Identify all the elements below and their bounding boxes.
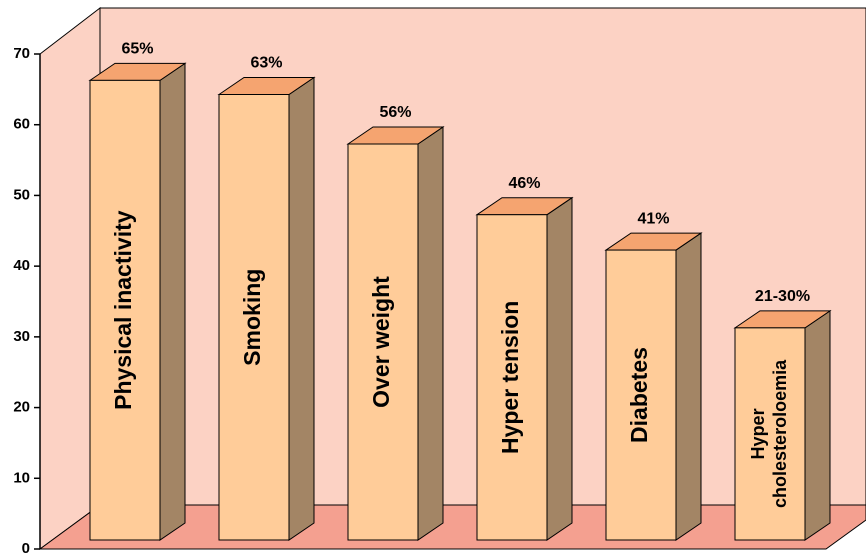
bar: [347, 143, 419, 541]
bar: [476, 214, 548, 541]
y-tick-label: 0: [22, 540, 30, 556]
value-label: 56%: [379, 104, 411, 121]
category-label: Hypercholesteroloemia: [748, 359, 790, 508]
value-label: 65%: [121, 41, 153, 58]
y-tick-label: 40: [13, 257, 30, 274]
value-label: 46%: [508, 175, 540, 192]
category-label: Hyper tension: [497, 301, 523, 454]
y-tick-label: 30: [13, 328, 30, 345]
value-label: 21-30%: [755, 288, 810, 305]
category-label: Physical inactivity: [110, 210, 136, 410]
y-tick-label: 60: [13, 116, 30, 133]
bar-side: [546, 196, 573, 541]
bar-side: [288, 76, 315, 541]
bar: [218, 94, 290, 541]
category-label: Smoking: [239, 269, 265, 366]
bar: [734, 327, 806, 541]
bar: [89, 79, 161, 541]
value-label: 63%: [250, 55, 282, 72]
bar-side: [417, 126, 444, 541]
bar: [605, 249, 677, 541]
y-tick-label: 70: [13, 45, 30, 62]
category-label: Diabetes: [626, 347, 652, 443]
value-label: 41%: [637, 210, 669, 227]
y-tick-label: 50: [13, 186, 30, 203]
category-label: Over weight: [368, 276, 394, 408]
y-tick-label: 10: [13, 469, 30, 486]
bar-side: [159, 62, 186, 541]
y-tick-label: 20: [13, 399, 30, 416]
bar-side: [675, 232, 702, 541]
bar-side: [804, 309, 831, 541]
